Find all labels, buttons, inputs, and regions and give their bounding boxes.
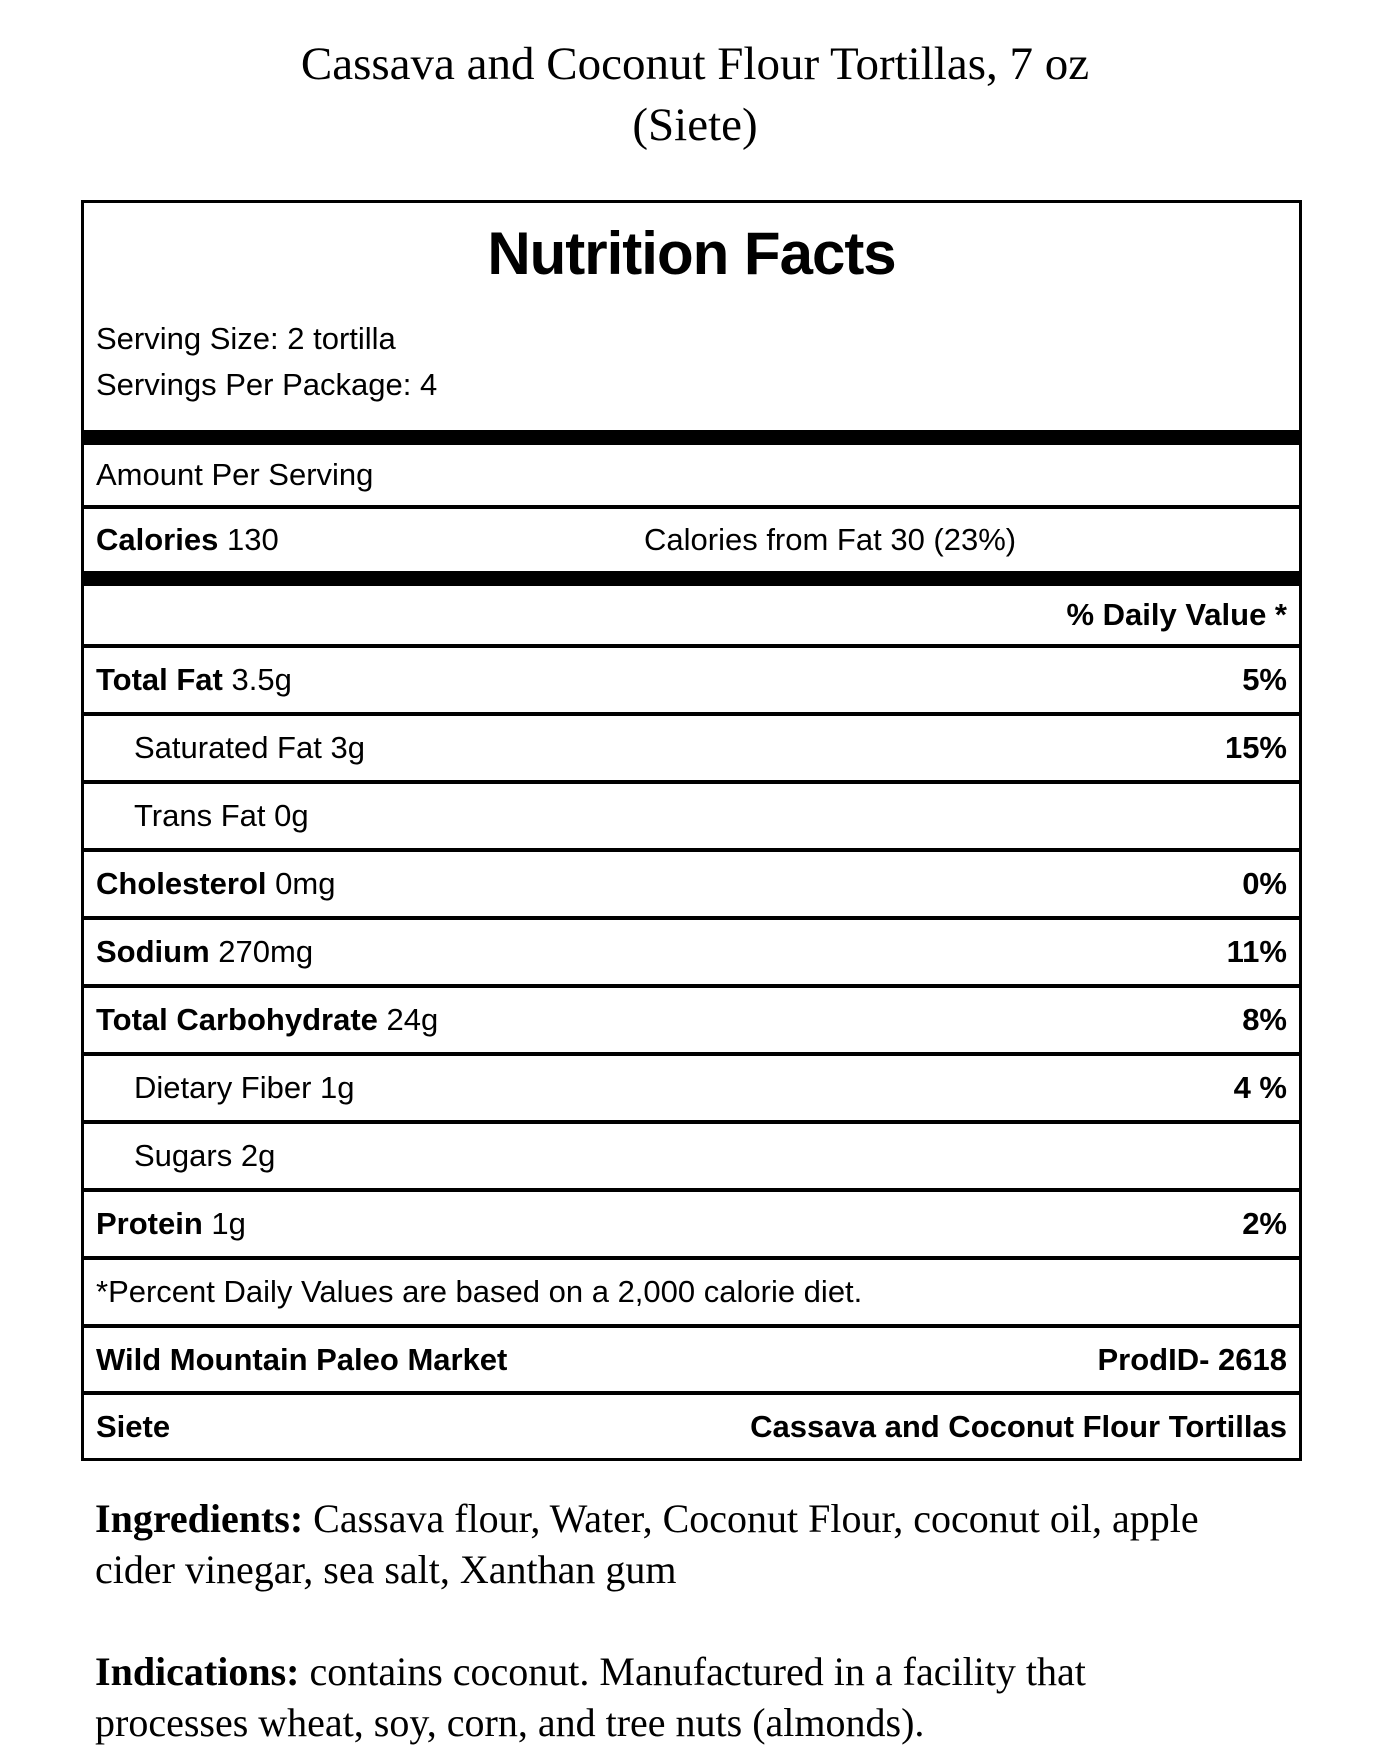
nutrient-cell: Saturated Fat 3g	[96, 730, 365, 766]
calories-value: 130	[218, 522, 279, 557]
calories-label: Calories	[96, 522, 219, 557]
nutrient-cell: Trans Fat 0g	[96, 798, 309, 834]
nutrient-amount: 24g	[377, 1002, 439, 1037]
serving-block: Serving Size: 2 tortilla Servings Per Pa…	[84, 292, 1299, 430]
divider-bar-middle	[84, 571, 1299, 586]
ingredients-text-line2: cider vinegar, sea salt, Xanthan gum	[95, 1547, 677, 1592]
nutrient-name: Dietary Fiber	[134, 1070, 312, 1105]
nutrient-name: Saturated Fat	[134, 730, 322, 765]
product-name: Cassava and Coconut Flour Tortillas	[750, 1408, 1287, 1444]
nutrient-amount: 3g	[321, 730, 365, 765]
footnote-row: *Percent Daily Values are based on a 2,0…	[84, 1256, 1299, 1324]
nutrient-amount: 1g	[202, 1206, 246, 1241]
calories-row: Calories 130 Calories from Fat 30 (23%)	[84, 505, 1299, 571]
daily-value-header: % Daily Value *	[1066, 597, 1287, 632]
nutrient-cell: Sodium 270mg	[96, 934, 313, 970]
nutrient-name: Sodium	[96, 934, 210, 969]
indications-text-line1: contains coconut. Manufactured in a faci…	[299, 1649, 1086, 1694]
nutrition-facts-heading: Nutrition Facts	[487, 220, 896, 287]
nutrient-cell: Total Carbohydrate 24g	[96, 1002, 438, 1038]
nutrient-row-trans-fat: Trans Fat 0g	[84, 780, 1299, 848]
nutrient-name: Sugars	[134, 1138, 233, 1173]
nutrient-amount: 0mg	[266, 866, 336, 901]
nutrient-amount: 270mg	[209, 934, 314, 969]
amount-per-serving-row: Amount Per Serving	[84, 445, 1299, 505]
nutrient-cell: Total Fat 3.5g	[96, 662, 292, 698]
nutrient-amount: 2g	[232, 1138, 276, 1173]
daily-value: 8%	[1242, 1002, 1287, 1037]
amount-per-serving-label: Amount Per Serving	[96, 457, 374, 492]
nutrient-row-cholesterol: Cholesterol 0mg 0%	[84, 848, 1299, 916]
divider-bar-top	[84, 430, 1299, 445]
nutrient-name: Trans Fat	[134, 798, 266, 833]
page-title: Cassava and Coconut Flour Tortillas, 7 o…	[0, 34, 1390, 156]
daily-value: 0%	[1242, 866, 1287, 901]
product-row: Siete Cassava and Coconut Flour Tortilla…	[84, 1391, 1299, 1458]
calories-from-fat: Calories from Fat 30 (23%)	[644, 522, 1017, 557]
nutrition-label: Nutrition Facts Serving Size: 2 tortilla…	[81, 200, 1302, 1461]
indications-text-line2: processes wheat, soy, corn, and tree nut…	[95, 1700, 925, 1745]
nutrient-name: Total Fat	[96, 662, 223, 697]
nutrient-name: Total Carbohydrate	[96, 1002, 378, 1037]
daily-value: 15%	[1224, 730, 1287, 765]
nutrient-row-protein: Protein 1g 2%	[84, 1188, 1299, 1256]
daily-value: 2%	[1242, 1206, 1287, 1241]
calories-cell: Calories 130	[96, 522, 279, 558]
prod-id: ProdID- 2618	[1097, 1341, 1287, 1377]
indications-label: Indications:	[95, 1649, 300, 1694]
nutrient-amount: 3.5g	[222, 662, 292, 697]
nutrient-cell: Protein 1g	[96, 1206, 246, 1242]
vendor-name: Wild Mountain Paleo Market	[96, 1341, 508, 1377]
page-title-line2: (Siete)	[632, 99, 758, 151]
nutrient-row-total-carbohydrate: Total Carbohydrate 24g 8%	[84, 984, 1299, 1052]
nutrient-name: Cholesterol	[96, 866, 267, 901]
nutrient-row-sugars: Sugars 2g	[84, 1120, 1299, 1188]
ingredients-paragraph: Ingredients: Cassava flour, Water, Cocon…	[95, 1493, 1300, 1595]
page-title-line1: Cassava and Coconut Flour Tortillas, 7 o…	[300, 38, 1090, 90]
nutrient-row-sodium: Sodium 270mg 11%	[84, 916, 1299, 984]
serving-size: Serving Size: 2 tortilla	[96, 321, 396, 356]
nutrient-row-total-fat: Total Fat 3.5g 5%	[84, 644, 1299, 712]
ingredients-text-line1: Cassava flour, Water, Coconut Flour, coc…	[303, 1496, 1199, 1541]
ingredients-label: Ingredients:	[95, 1496, 304, 1541]
daily-value-header-row: % Daily Value *	[84, 586, 1299, 644]
brand-name: Siete	[96, 1408, 171, 1444]
daily-value: 11%	[1226, 934, 1287, 969]
vendor-row: Wild Mountain Paleo Market ProdID- 2618	[84, 1324, 1299, 1391]
nutrient-cell: Sugars 2g	[96, 1138, 275, 1174]
daily-value: 4 %	[1233, 1070, 1287, 1105]
daily-value: 5%	[1242, 662, 1287, 697]
nutrient-amount: 1g	[311, 1070, 355, 1105]
footnote: *Percent Daily Values are based on a 2,0…	[96, 1274, 863, 1309]
nutrient-row-dietary-fiber: Dietary Fiber 1g 4 %	[84, 1052, 1299, 1120]
nutrient-name: Protein	[96, 1206, 203, 1241]
nutrient-amount: 0g	[265, 798, 309, 833]
nutrient-cell: Cholesterol 0mg	[96, 866, 335, 902]
nutrient-row-saturated-fat: Saturated Fat 3g 15%	[84, 712, 1299, 780]
servings-per-package: Servings Per Package: 4	[96, 367, 438, 402]
indications-paragraph: Indications: contains coconut. Manufactu…	[95, 1646, 1300, 1748]
nutrient-cell: Dietary Fiber 1g	[96, 1070, 355, 1106]
